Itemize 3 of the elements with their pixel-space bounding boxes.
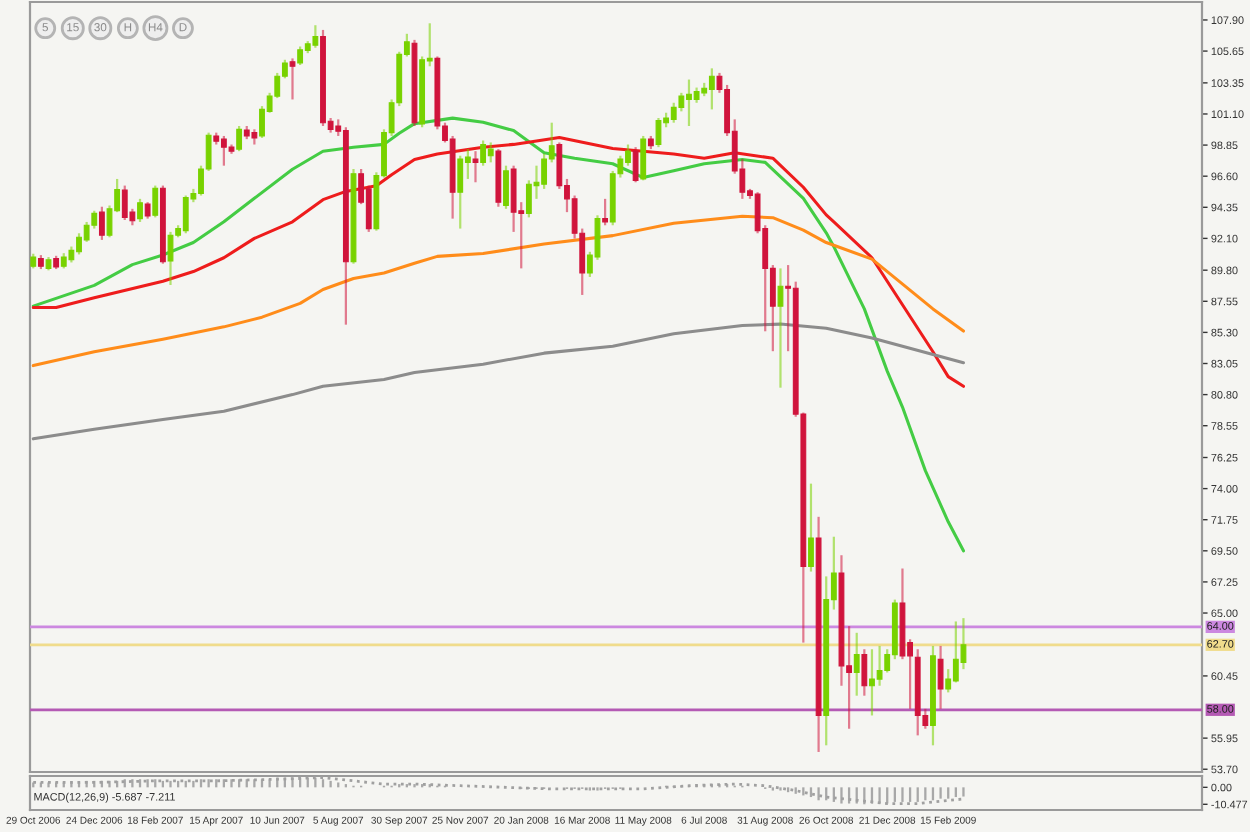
line-series <box>31 116 965 553</box>
line-series <box>31 214 965 368</box>
line-series <box>31 322 965 441</box>
